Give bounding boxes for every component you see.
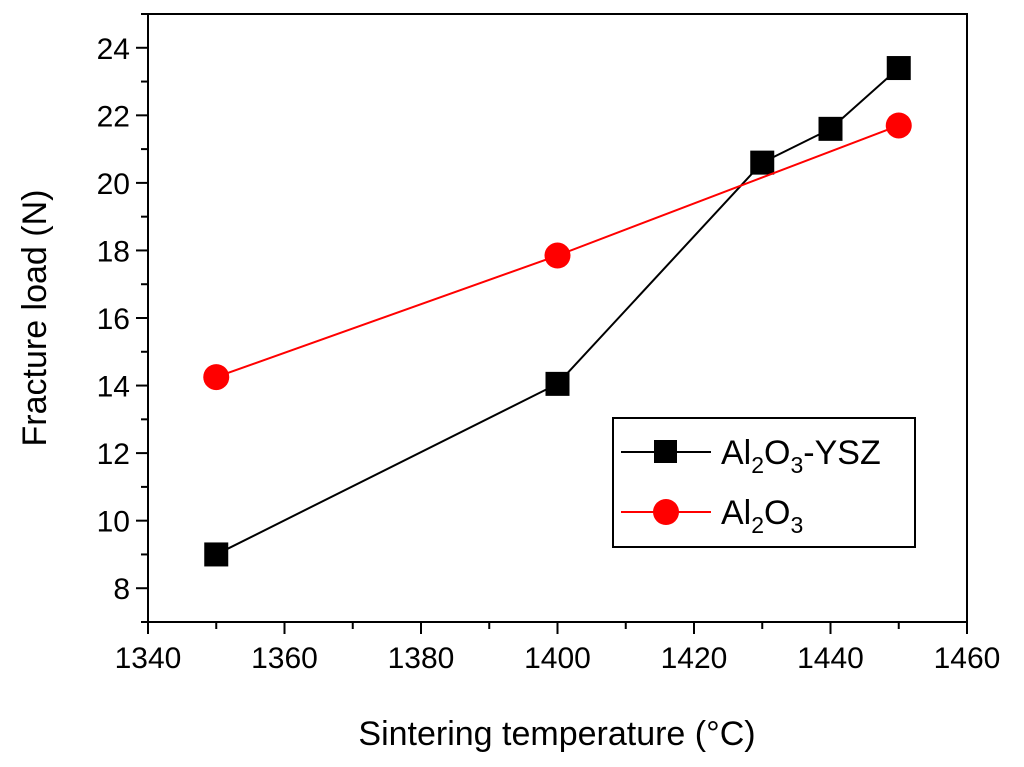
data-point-square	[750, 150, 775, 175]
legend-marker-al2o3-ysz	[654, 440, 677, 463]
legend-label-al2o3-ysz: Al2O3-YSZ	[721, 434, 881, 478]
legend: Al2O3-YSZ Al2O3	[612, 417, 916, 548]
y-tick-label: 14	[97, 371, 130, 404]
data-point-circle	[885, 112, 912, 139]
y-tick-label: 24	[97, 33, 130, 66]
series-layer	[203, 56, 912, 567]
x-tick-label: 1380	[388, 642, 455, 675]
x-axis-label: Sintering temperature (°C)	[358, 715, 755, 753]
x-tick-label: 1440	[797, 642, 864, 675]
y-tick-label: 16	[97, 303, 130, 336]
y-tick-label: 20	[97, 168, 130, 201]
x-tick-label: 1460	[934, 642, 1001, 675]
y-tick-label: 22	[97, 100, 130, 133]
x-tick-label: 1420	[661, 642, 728, 675]
data-point-circle	[544, 242, 571, 269]
x-tick-label: 1400	[524, 642, 591, 675]
data-point-square	[545, 371, 570, 396]
data-point-square	[886, 56, 911, 81]
y-tick-label: 18	[97, 235, 130, 268]
y-tick-label: 12	[97, 438, 130, 471]
legend-marker-al2o3	[653, 499, 679, 525]
legend-label-al2o3: Al2O3	[721, 494, 803, 538]
y-axis-label: Fracture load (N)	[16, 190, 54, 447]
legend-box	[612, 417, 916, 548]
y-tick-label: 8	[113, 573, 130, 606]
x-tick-label: 1360	[251, 642, 318, 675]
data-point-circle	[203, 364, 230, 391]
y-tick-label: 10	[97, 506, 130, 539]
data-point-square	[818, 116, 843, 141]
y-axis: 8 10 12 14 16 18 20 22 24	[97, 13, 148, 623]
x-tick-label: 1340	[115, 642, 182, 675]
data-point-square	[204, 542, 229, 567]
x-axis: 1340 1360 1380 1400 1420 1440 1460	[115, 622, 1001, 675]
